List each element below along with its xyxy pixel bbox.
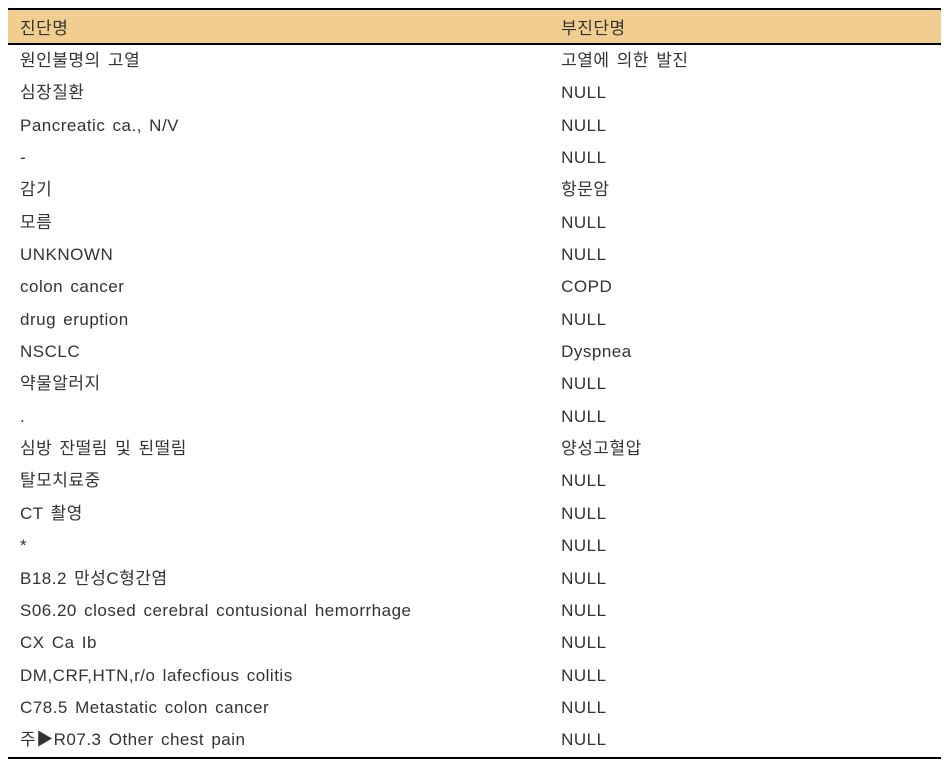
- cell-diag: B18.2 만성C형간염: [8, 563, 549, 595]
- cell-diag: -: [8, 142, 549, 174]
- cell-diag: Pancreatic ca., N/V: [8, 110, 549, 142]
- cell-sub: NULL: [549, 660, 941, 692]
- cell-diag: 탈모치료중: [8, 465, 549, 497]
- table-row: UNKNOWN NULL: [8, 239, 941, 271]
- cell-diag: CT 촬영: [8, 498, 549, 530]
- table-row: C78.5 Metastatic colon cancer NULL: [8, 692, 941, 724]
- cell-sub: COPD: [549, 271, 941, 303]
- col-header-diag: 진단명: [8, 9, 549, 44]
- table-row: 탈모치료중 NULL: [8, 465, 941, 497]
- diagnosis-table: 진단명 부진단명 원인불명의 고열 고열에 의한 발진 심장질환 NULL Pa…: [8, 8, 941, 759]
- cell-sub: NULL: [549, 724, 941, 757]
- cell-sub: NULL: [549, 563, 941, 595]
- table-row: CT 촬영 NULL: [8, 498, 941, 530]
- diagnosis-table-wrap: 진단명 부진단명 원인불명의 고열 고열에 의한 발진 심장질환 NULL Pa…: [8, 8, 941, 759]
- table-row: 심장질환 NULL: [8, 77, 941, 109]
- table-row: * NULL: [8, 530, 941, 562]
- table-row: Pancreatic ca., N/V NULL: [8, 110, 941, 142]
- cell-diag: 주▶R07.3 Other chest pain: [8, 724, 549, 757]
- table-row: 주▶R07.3 Other chest pain NULL: [8, 724, 941, 757]
- cell-sub: NULL: [549, 110, 941, 142]
- cell-sub: NULL: [549, 627, 941, 659]
- table-row: DM,CRF,HTN,r/o lafecfious colitis NULL: [8, 660, 941, 692]
- cell-sub: NULL: [549, 692, 941, 724]
- cell-diag: drug eruption: [8, 304, 549, 336]
- cell-diag: C78.5 Metastatic colon cancer: [8, 692, 549, 724]
- cell-sub: NULL: [549, 239, 941, 271]
- table-row: drug eruption NULL: [8, 304, 941, 336]
- table-row: S06.20 closed cerebral contusional hemor…: [8, 595, 941, 627]
- cell-diag: *: [8, 530, 549, 562]
- cell-diag: S06.20 closed cerebral contusional hemor…: [8, 595, 549, 627]
- cell-sub: NULL: [549, 142, 941, 174]
- table-body: 원인불명의 고열 고열에 의한 발진 심장질환 NULL Pancreatic …: [8, 44, 941, 758]
- table-row: 심방 잔떨림 및 된떨림 양성고혈압: [8, 433, 941, 465]
- table-row: NSCLC Dyspnea: [8, 336, 941, 368]
- cell-diag: DM,CRF,HTN,r/o lafecfious colitis: [8, 660, 549, 692]
- col-header-sub: 부진단명: [549, 9, 941, 44]
- cell-sub: Dyspnea: [549, 336, 941, 368]
- cell-sub: 항문암: [549, 174, 941, 206]
- cell-sub: 양성고혈압: [549, 433, 941, 465]
- table-row: colon cancer COPD: [8, 271, 941, 303]
- cell-diag: .: [8, 401, 549, 433]
- cell-sub: 고열에 의한 발진: [549, 44, 941, 77]
- cell-sub: NULL: [549, 530, 941, 562]
- cell-sub: NULL: [549, 401, 941, 433]
- cell-sub: NULL: [549, 595, 941, 627]
- cell-diag: 심방 잔떨림 및 된떨림: [8, 433, 549, 465]
- table-row: - NULL: [8, 142, 941, 174]
- cell-diag: 원인불명의 고열: [8, 44, 549, 77]
- cell-diag: 모름: [8, 207, 549, 239]
- cell-diag: UNKNOWN: [8, 239, 549, 271]
- table-row: 모름 NULL: [8, 207, 941, 239]
- cell-sub: NULL: [549, 465, 941, 497]
- cell-diag: CX Ca Ib: [8, 627, 549, 659]
- cell-diag: colon cancer: [8, 271, 549, 303]
- cell-sub: NULL: [549, 498, 941, 530]
- table-row: . NULL: [8, 401, 941, 433]
- table-row: 약물알러지 NULL: [8, 368, 941, 400]
- table-row: 감기 항문암: [8, 174, 941, 206]
- table-row: 원인불명의 고열 고열에 의한 발진: [8, 44, 941, 77]
- cell-diag: 심장질환: [8, 77, 549, 109]
- cell-sub: NULL: [549, 304, 941, 336]
- cell-sub: NULL: [549, 77, 941, 109]
- cell-diag: 감기: [8, 174, 549, 206]
- cell-sub: NULL: [549, 368, 941, 400]
- cell-sub: NULL: [549, 207, 941, 239]
- table-row: B18.2 만성C형간염 NULL: [8, 563, 941, 595]
- cell-diag: NSCLC: [8, 336, 549, 368]
- table-header-row: 진단명 부진단명: [8, 9, 941, 44]
- cell-diag: 약물알러지: [8, 368, 549, 400]
- table-row: CX Ca Ib NULL: [8, 627, 941, 659]
